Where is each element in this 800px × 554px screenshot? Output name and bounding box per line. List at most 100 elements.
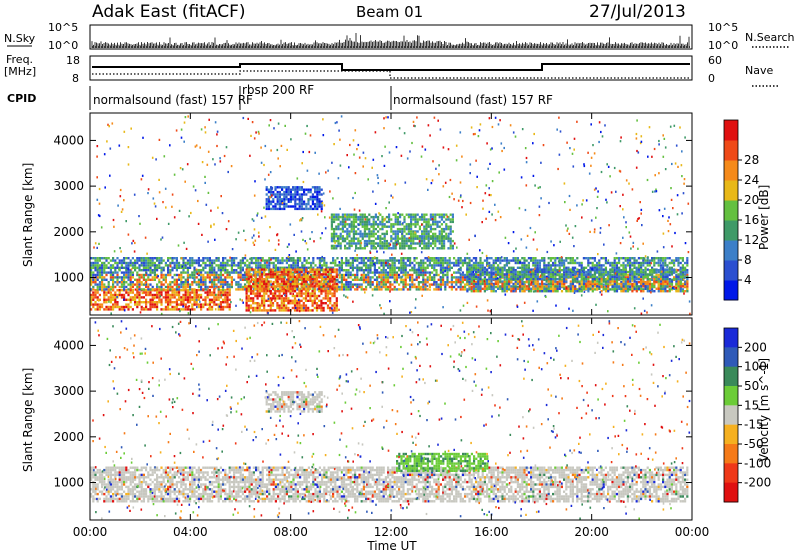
range-cell [147, 266, 150, 269]
range-cell [609, 261, 612, 265]
range-cell [323, 261, 326, 265]
range-cell [439, 259, 442, 262]
range-cell [254, 280, 257, 283]
range-cell [281, 188, 284, 191]
range-cell [162, 259, 165, 262]
range-cell [405, 227, 408, 231]
range-cell [276, 275, 279, 278]
range-cell [385, 215, 388, 219]
range-cell [629, 264, 632, 267]
range-cell [406, 257, 409, 260]
range-cell [679, 278, 682, 281]
range-cell [558, 259, 561, 262]
range-cell [129, 301, 132, 304]
range-cell [296, 268, 299, 271]
range-cell [162, 283, 165, 286]
range-cell [156, 285, 159, 289]
range-cell [258, 304, 261, 307]
range-cell [421, 215, 424, 219]
range-cell [94, 296, 97, 299]
range-cell [333, 268, 336, 271]
range-cell [403, 237, 406, 240]
range-cell [436, 223, 439, 226]
range-cell [318, 275, 321, 278]
range-cell [494, 266, 497, 269]
range-cell [272, 193, 275, 196]
range-cell [626, 264, 629, 267]
range-cell [356, 269, 359, 272]
range-cell [427, 225, 430, 228]
range-cell [184, 308, 187, 311]
range-cell [662, 259, 665, 262]
range-cell [200, 271, 203, 274]
range-cell [330, 244, 333, 248]
range-cell [449, 239, 452, 243]
range-cell [423, 218, 426, 221]
range-cell [413, 278, 416, 281]
range-cell [304, 297, 308, 300]
range-cell [390, 223, 393, 226]
range-cell [339, 223, 342, 226]
range-cell [523, 266, 526, 269]
range-cell [287, 193, 290, 196]
range-cell [622, 288, 625, 291]
range-cell [226, 273, 229, 277]
range-cell [109, 301, 112, 304]
range-cell [321, 259, 324, 262]
range-cell [296, 306, 299, 310]
range-cell [532, 259, 535, 262]
range-cell [417, 273, 420, 277]
range-cell [289, 198, 292, 201]
range-cell [289, 299, 292, 302]
range-cell [153, 303, 156, 306]
range-cell [249, 280, 253, 283]
range-cell [125, 271, 128, 274]
range-cell [224, 283, 227, 286]
range-cell [385, 225, 388, 228]
range-cell [305, 278, 308, 281]
range-cell [94, 291, 97, 294]
range-cell [263, 270, 266, 274]
range-cell [138, 269, 141, 272]
range-cell [659, 259, 662, 262]
range-cell [175, 281, 178, 284]
range-cell [281, 207, 284, 211]
range-cell [193, 276, 196, 279]
range-cell [197, 305, 200, 309]
range-cell [686, 261, 689, 265]
range-cell [245, 273, 248, 276]
range-cell [358, 261, 361, 265]
range-cell [245, 297, 248, 300]
range-cell [235, 264, 238, 267]
range-cell [109, 285, 112, 289]
range-cell [427, 232, 430, 236]
range-cell [94, 303, 97, 306]
range-cell [486, 261, 489, 265]
range-cell [340, 273, 343, 277]
range-cell [217, 298, 220, 301]
range-cell [335, 213, 338, 216]
range-cell [470, 290, 473, 293]
range-cell [265, 282, 268, 286]
range-cell [403, 220, 406, 224]
range-cell [184, 266, 187, 269]
range-cell [219, 266, 222, 269]
range-cell [442, 259, 445, 262]
range-cell [142, 257, 145, 260]
range-cell [270, 207, 273, 211]
range-cell [158, 261, 161, 265]
range-cell [248, 261, 251, 265]
range-cell [356, 273, 359, 277]
range-cell [230, 281, 233, 284]
range-cell [370, 215, 373, 219]
range-cell [311, 278, 314, 281]
range-cell [409, 261, 412, 265]
range-cell [370, 230, 373, 233]
range-cell [453, 261, 456, 265]
range-cell [145, 308, 148, 311]
freq-panel: Freq. [MHz] 18 8 60 0 Nave [4, 53, 778, 87]
range-cell [269, 302, 272, 305]
range-cell [158, 288, 161, 291]
range-cell [466, 282, 469, 286]
range-cell [443, 215, 446, 219]
